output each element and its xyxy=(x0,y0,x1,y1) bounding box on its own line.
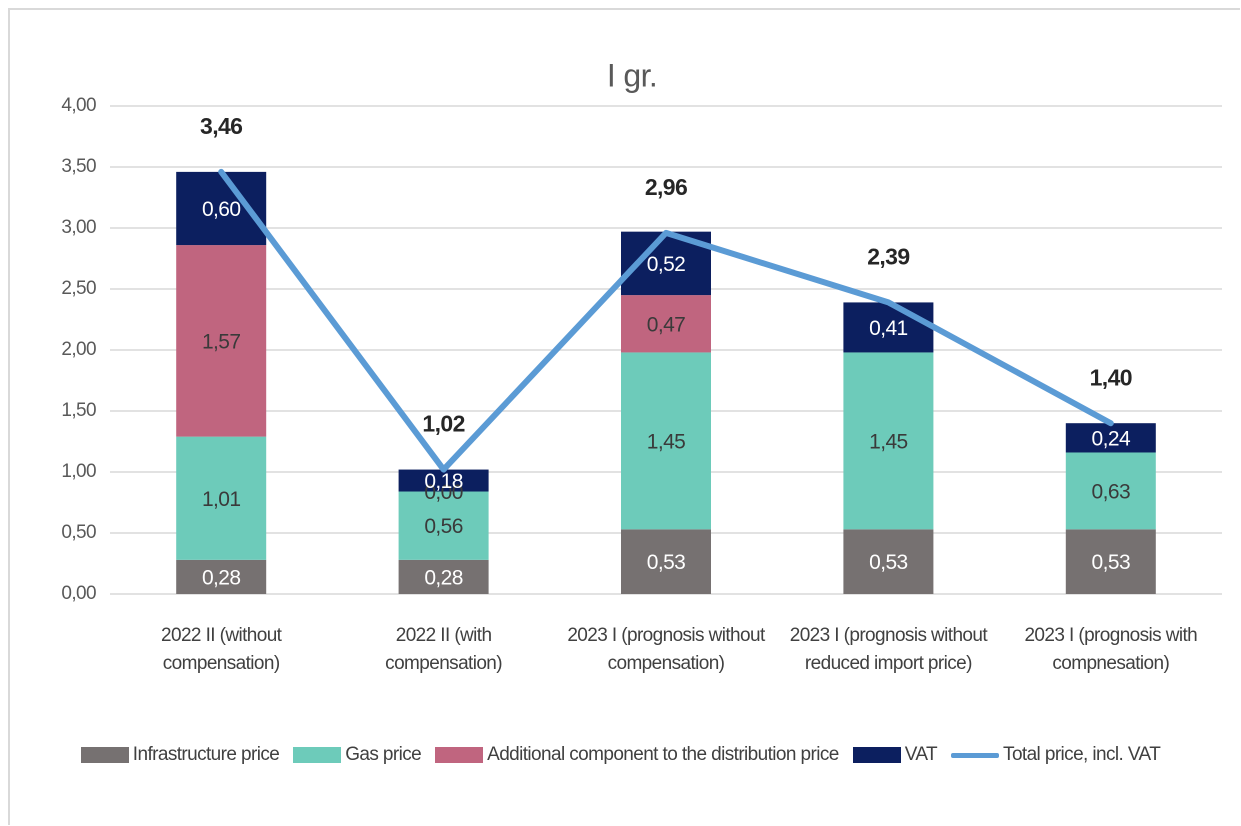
y-tick-label: 3,50 xyxy=(61,156,96,177)
legend-swatch xyxy=(80,747,129,763)
y-tick-label: 0,00 xyxy=(61,583,96,604)
bar-segment xyxy=(843,302,934,353)
value-label: 0,63 xyxy=(1092,480,1130,503)
bar-segment xyxy=(843,529,934,594)
total-label: 3,46 xyxy=(200,113,242,139)
bar-segment xyxy=(1065,529,1156,594)
bar-segment xyxy=(398,491,489,560)
value-label: 0,47 xyxy=(647,313,685,336)
bar-segment xyxy=(176,559,267,594)
y-tick-label: 1,00 xyxy=(61,461,96,482)
value-label: 0,00 xyxy=(424,481,462,504)
bar-segment xyxy=(398,469,489,492)
total-label: 1,02 xyxy=(422,411,464,437)
legend-swatch xyxy=(852,747,901,763)
legend-item: Additional component to the distribution… xyxy=(435,744,839,766)
bar-segment xyxy=(1065,423,1156,453)
value-label: 1,45 xyxy=(869,430,907,453)
y-tick-label: 4,00 xyxy=(61,95,96,116)
value-label: 0,60 xyxy=(202,198,240,221)
legend-swatch xyxy=(435,747,484,763)
value-label: 0,53 xyxy=(869,551,907,574)
legend-label: Total price, incl. VAT xyxy=(1003,744,1161,765)
y-tick-label: 2,00 xyxy=(61,339,96,360)
bar-segment xyxy=(176,245,267,437)
frame xyxy=(8,8,1240,825)
total-label: 2,96 xyxy=(645,174,687,200)
legend-swatch xyxy=(951,752,1000,758)
legend-label: Infrastructure price xyxy=(132,744,280,765)
legend-item: Total price, incl. VAT xyxy=(951,744,1161,766)
bar-segment xyxy=(621,352,711,530)
bar-segment xyxy=(621,529,711,594)
chart-title: I gr. xyxy=(607,57,657,93)
y-tick-label: 0,50 xyxy=(61,522,96,543)
legend-item: Infrastructure price xyxy=(80,744,280,766)
x-tick-label: 2022 II (without compensation) xyxy=(161,625,282,674)
value-label: 0,24 xyxy=(1092,427,1131,450)
bar-segment xyxy=(1065,452,1156,530)
value-label: 1,57 xyxy=(202,330,240,353)
y-tick-label: 2,50 xyxy=(61,278,96,299)
value-label: 0,56 xyxy=(424,515,462,538)
total-label: 2,39 xyxy=(867,243,909,269)
legend-swatch xyxy=(293,747,342,763)
line-series xyxy=(218,168,1114,473)
legend-label: Additional component to the distribution… xyxy=(487,744,839,765)
value-label: 0,53 xyxy=(1092,551,1130,574)
value-label: 0,28 xyxy=(424,566,462,589)
total-label: 1,40 xyxy=(1090,364,1132,390)
value-label: 1,01 xyxy=(202,488,240,511)
value-label: 0,18 xyxy=(424,470,462,493)
bar-segment xyxy=(176,436,267,560)
x-tick-label: 2023 I (prognosis with compnesation) xyxy=(1024,625,1198,674)
value-label: 1,45 xyxy=(647,430,685,453)
y-tick-label: 1,50 xyxy=(61,400,96,421)
value-label: 0,52 xyxy=(647,253,685,276)
x-tick-label: 2022 II (with compensation) xyxy=(385,625,502,674)
value-label: 0,41 xyxy=(869,317,907,340)
y-tick-label: 3,00 xyxy=(61,217,96,238)
legend-item: VAT xyxy=(852,744,938,766)
legend: Infrastructure price Gas price Additional … xyxy=(0,744,1241,766)
value-label: 0,28 xyxy=(202,566,240,589)
bar-segment xyxy=(843,352,934,530)
x-tick-label: 2023 I (prognosis without reduced import… xyxy=(789,625,988,674)
bar-segment xyxy=(398,559,489,594)
legend-item: Gas price xyxy=(293,744,422,766)
legend-label: VAT xyxy=(904,744,938,765)
x-tick-label: 2023 I (prognosis without compensation) xyxy=(567,625,765,674)
legend-label: Gas price xyxy=(345,744,422,765)
value-label: 0,53 xyxy=(647,551,685,574)
bar-segment xyxy=(621,295,711,353)
